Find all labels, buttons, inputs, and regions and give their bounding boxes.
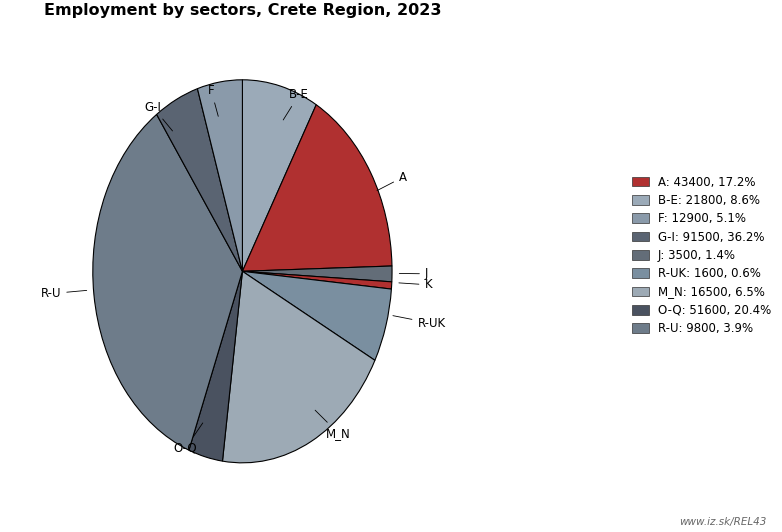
Wedge shape xyxy=(242,105,392,271)
Text: B-E: B-E xyxy=(283,88,309,120)
Text: www.iz.sk/REL43: www.iz.sk/REL43 xyxy=(679,517,766,527)
Text: G-I: G-I xyxy=(145,101,173,131)
Wedge shape xyxy=(242,266,392,282)
Wedge shape xyxy=(93,114,242,450)
Wedge shape xyxy=(189,271,242,461)
Wedge shape xyxy=(242,80,316,271)
Wedge shape xyxy=(242,271,392,360)
Text: R-UK: R-UK xyxy=(393,315,446,330)
Text: F: F xyxy=(208,85,218,117)
Text: O-Q: O-Q xyxy=(174,423,203,455)
Title: Employment by sectors, Crete Region, 2023: Employment by sectors, Crete Region, 202… xyxy=(44,3,441,18)
Text: R-U: R-U xyxy=(41,287,87,300)
Legend: A: 43400, 17.2%, B-E: 21800, 8.6%, F: 12900, 5.1%, G-I: 91500, 36.2%, J: 3500, 1: A: 43400, 17.2%, B-E: 21800, 8.6%, F: 12… xyxy=(627,171,776,340)
Wedge shape xyxy=(197,80,242,271)
Text: J: J xyxy=(400,267,429,280)
Text: K: K xyxy=(399,278,432,292)
Wedge shape xyxy=(242,271,392,289)
Text: M_N: M_N xyxy=(315,410,351,440)
Wedge shape xyxy=(156,89,242,271)
Wedge shape xyxy=(222,271,375,463)
Text: A: A xyxy=(377,171,407,190)
